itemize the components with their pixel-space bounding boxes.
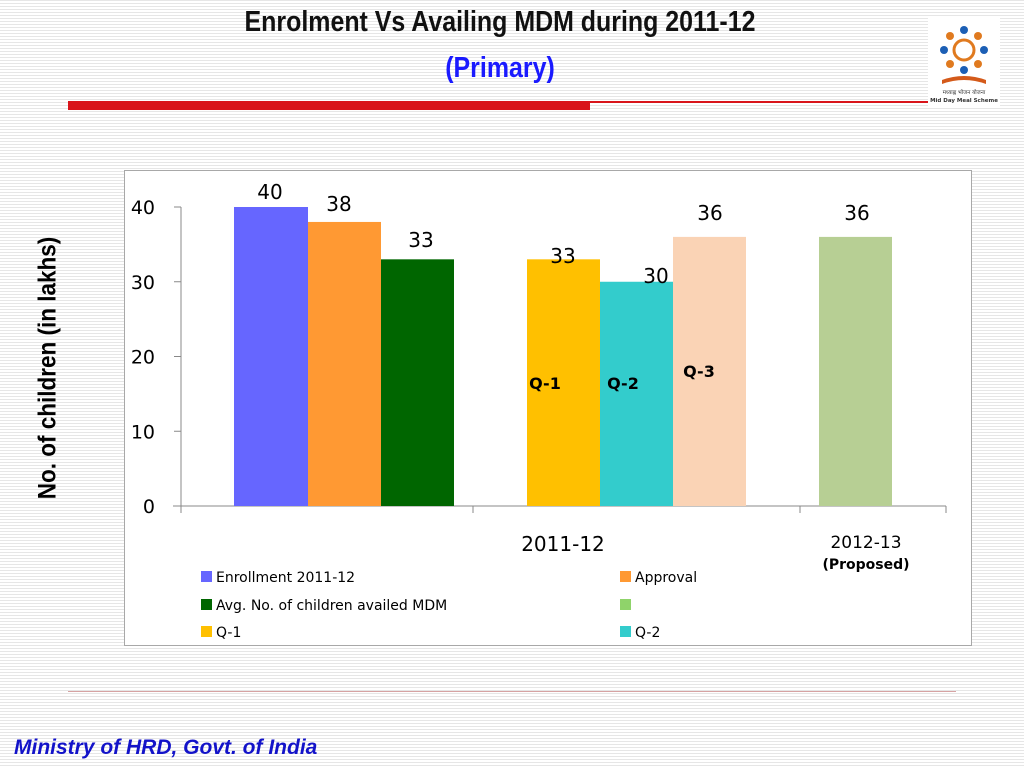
legend-label: Avg. No. of children availed MDM: [216, 598, 447, 614]
legend-label: Q-2: [635, 625, 660, 641]
y-tick-label: 0: [143, 496, 155, 518]
logo-subtext: Mid Day Meal Scheme: [930, 98, 998, 104]
legend-label: Approval: [635, 570, 697, 586]
bar-series-label: Q-2: [607, 374, 639, 393]
legend-swatch: [620, 571, 631, 582]
legend-swatch: [201, 626, 212, 637]
title-underline-bar: [68, 101, 590, 110]
page-title: Enrolment Vs Availing MDM during 2011-12: [244, 6, 756, 38]
bar-value-label: 36: [844, 201, 869, 225]
bar-value-label: 36: [697, 201, 722, 225]
bar-series-label: Q-3: [683, 362, 715, 381]
bar: [600, 281, 673, 506]
x-category-label: 2011-12: [521, 532, 605, 556]
bar: [308, 221, 381, 506]
title-underline-line: [590, 101, 940, 103]
bar: [673, 236, 746, 506]
bar: [234, 207, 308, 506]
legend-swatch: [620, 626, 631, 637]
bar: [381, 259, 454, 506]
x-category-label: 2012-13: [830, 533, 901, 553]
bar-value-label: 38: [326, 192, 351, 216]
bar-series-label: Q-1: [529, 374, 561, 393]
y-tick-label: 20: [131, 347, 155, 369]
footer-divider: [68, 691, 956, 692]
x-category-note: (Proposed): [822, 557, 909, 573]
y-tick-label: 40: [131, 197, 155, 219]
y-tick-label: 10: [131, 421, 155, 443]
mdm-logo: मध्याह्न भोजन योजना Mid Day Meal Scheme: [928, 16, 1000, 106]
footer-text: Ministry of HRD, Govt. of India: [14, 736, 318, 759]
bar: [527, 259, 600, 506]
bar-value-label: 33: [550, 244, 575, 268]
logo-figures-icon: [940, 26, 988, 84]
legend-label: Enrollment 2011-12: [216, 570, 355, 586]
legend-swatch: [201, 599, 212, 610]
page-subtitle: (Primary): [445, 52, 555, 84]
logo-text: मध्याह्न भोजन योजना: [943, 89, 986, 96]
bar-value-label: 40: [257, 180, 282, 204]
bar: [819, 236, 892, 506]
legend-label: Q-1: [216, 625, 241, 641]
y-tick-label: 30: [131, 272, 155, 294]
bar-value-label: 33: [408, 228, 433, 252]
bar-value-label: 30: [643, 264, 668, 288]
legend-swatch: [620, 599, 631, 610]
legend-swatch: [201, 571, 212, 582]
